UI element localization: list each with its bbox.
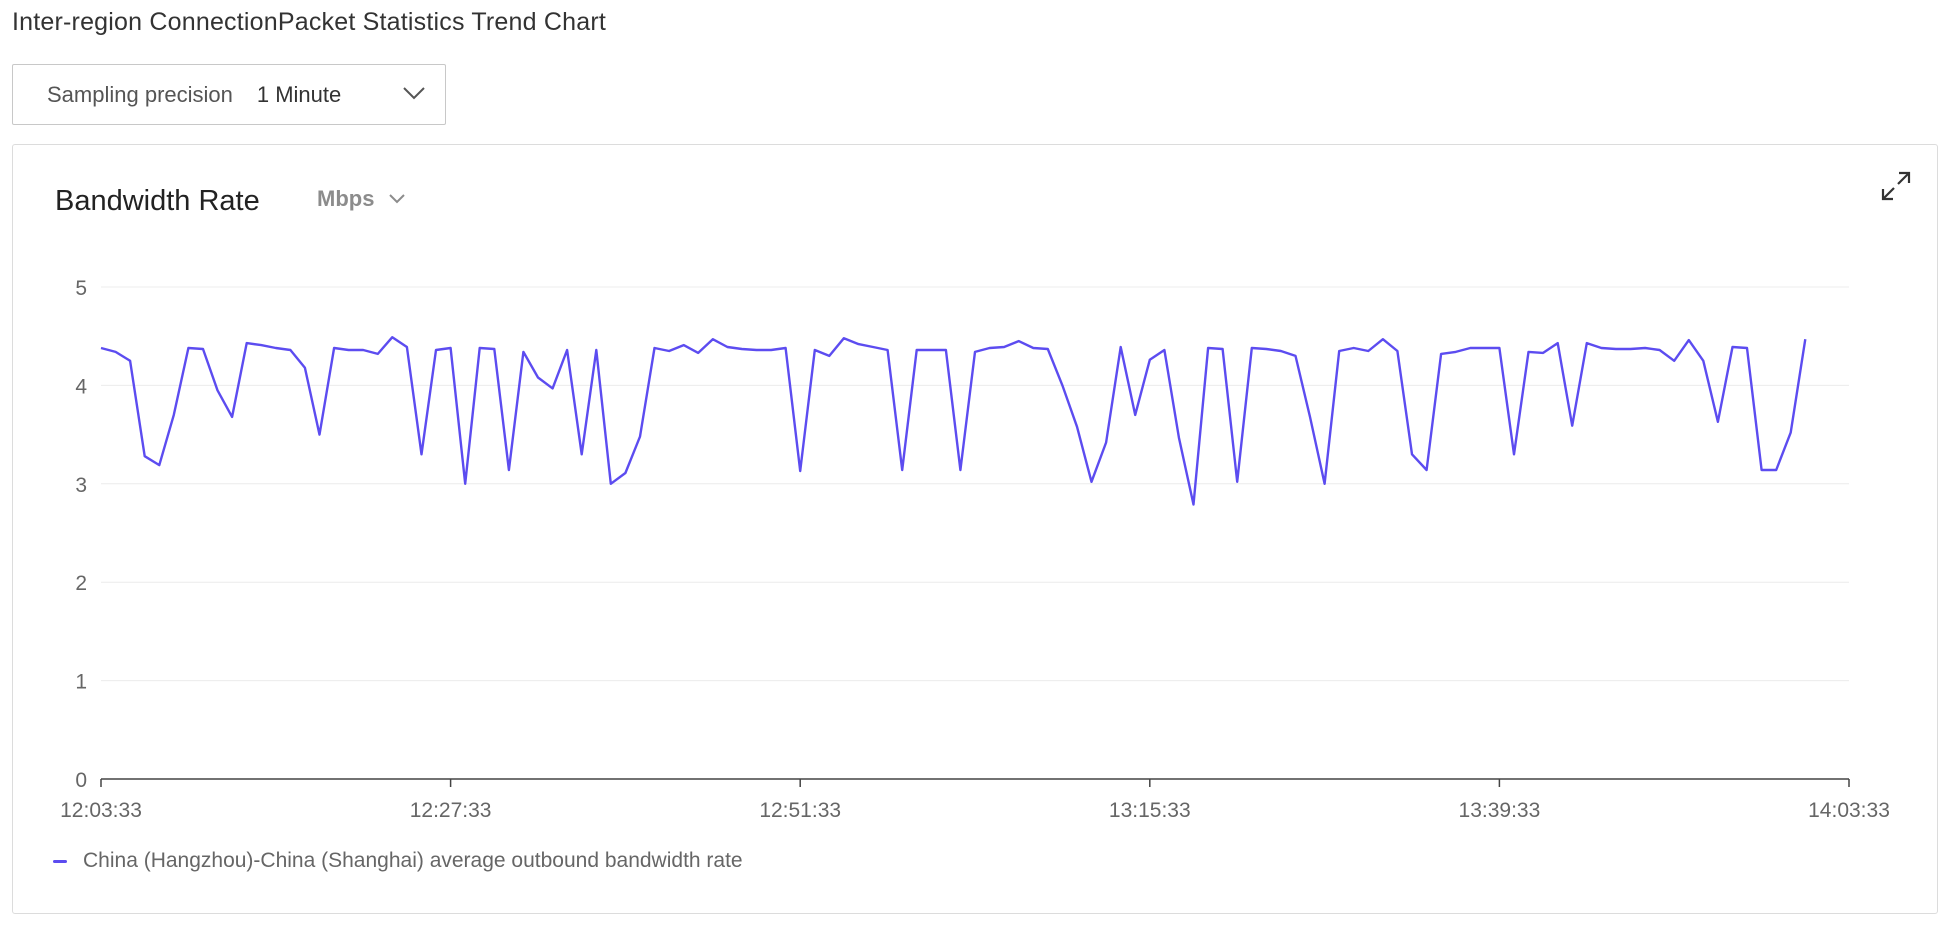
series-line (100, 335, 1807, 506)
y-tick-label: 4 (75, 375, 87, 398)
chevron-down-icon (403, 87, 425, 100)
unit-label: Mbps (317, 186, 375, 211)
y-tick-label: 2 (75, 572, 87, 595)
chevron-down-icon (389, 194, 406, 204)
unit-select[interactable]: Mbps (317, 186, 406, 212)
sampling-precision-value: 1 Minute (256, 81, 342, 107)
legend-label: China (Hangzhou)-China (Shanghai) averag… (83, 849, 743, 872)
sampling-precision-select[interactable]: Sampling precision 1 Minute (12, 64, 446, 125)
sampling-precision-label: Sampling precision (47, 81, 233, 107)
expand-icon[interactable] (1879, 169, 1913, 203)
page-title: Inter-region ConnectionPacket Statistics… (12, 8, 607, 36)
chart-legend: China (Hangzhou)-China (Shanghai) averag… (53, 849, 743, 873)
x-tick-label: 13:39:33 (1459, 799, 1541, 822)
y-tick-label: 5 (75, 277, 87, 300)
x-tick-label: 13:15:33 (1109, 799, 1191, 822)
legend-swatch (53, 859, 67, 863)
chart-title: Bandwidth Rate (55, 185, 260, 217)
x-tick-label: 12:03:33 (60, 799, 142, 822)
y-tick-label: 1 (75, 671, 87, 694)
bandwidth-rate-card: 0 1 2 3 4 5 12:03:33 12:27:33 12:51:33 13:15:33 13… (12, 144, 1938, 914)
x-tick-label: 14:03:33 (1808, 799, 1890, 822)
x-tick-label: 12:51:33 (759, 799, 841, 822)
y-tick-label: 3 (75, 474, 87, 497)
x-tick-label: 12:27:33 (410, 799, 492, 822)
y-tick-label: 0 (75, 769, 87, 792)
bandwidth-rate-chart: 0 1 2 3 4 5 12:03:33 12:27:33 12:51:33 13:15:33 13… (60, 277, 1890, 822)
